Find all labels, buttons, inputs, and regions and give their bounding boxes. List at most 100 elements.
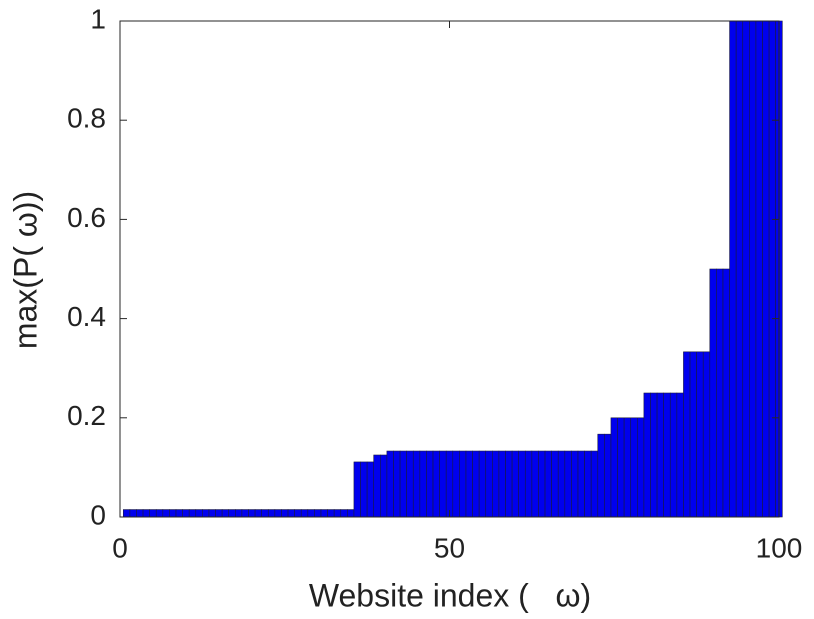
bar — [531, 450, 539, 518]
y-tick-label: 0 — [90, 499, 106, 530]
bar — [551, 450, 559, 518]
bar — [221, 509, 230, 518]
bar — [544, 450, 552, 518]
y-tick-label: 1 — [90, 3, 106, 34]
bar — [676, 392, 684, 518]
bar — [202, 509, 210, 518]
bar — [287, 509, 295, 518]
bar — [492, 450, 500, 518]
bar — [571, 450, 579, 518]
bar — [353, 461, 361, 518]
bar — [169, 509, 177, 518]
bar — [768, 20, 777, 518]
bar — [195, 509, 203, 518]
bar — [412, 450, 421, 518]
bar — [465, 450, 473, 518]
bar — [762, 20, 770, 518]
bar — [683, 351, 691, 518]
bar — [610, 417, 618, 518]
bar — [307, 509, 315, 518]
bar — [656, 392, 664, 518]
bar — [590, 450, 599, 518]
bar — [637, 417, 645, 518]
bar — [320, 509, 328, 518]
bar — [406, 450, 414, 518]
bar — [380, 454, 388, 518]
bar — [511, 450, 519, 518]
bar — [564, 450, 572, 518]
bar — [254, 509, 262, 518]
bar — [538, 450, 546, 518]
bar — [175, 509, 183, 518]
bar — [577, 450, 585, 518]
bar — [267, 509, 276, 518]
bar — [136, 509, 144, 518]
bar — [669, 392, 678, 518]
bar — [399, 450, 407, 518]
bar — [327, 509, 335, 518]
bar — [439, 450, 447, 518]
bar — [742, 20, 750, 518]
bar — [722, 268, 730, 518]
bar — [630, 417, 638, 518]
bar — [314, 509, 322, 518]
bar — [755, 20, 763, 518]
y-tick-label: 0.6 — [67, 202, 106, 233]
bar — [702, 351, 711, 518]
y-axis-label: max(P( ω)) — [7, 191, 43, 349]
bar — [294, 509, 302, 518]
bar — [452, 450, 460, 518]
bar — [604, 433, 612, 518]
bar — [478, 450, 487, 518]
bar — [709, 268, 717, 518]
bar — [459, 450, 467, 518]
bar — [696, 351, 704, 518]
bar — [716, 268, 724, 518]
bar — [182, 509, 190, 518]
bar — [524, 450, 533, 518]
bar — [208, 509, 216, 518]
bar — [419, 450, 427, 518]
bar — [643, 392, 651, 518]
bar — [386, 450, 394, 518]
bar — [235, 509, 243, 518]
bar — [518, 450, 526, 518]
bar — [584, 450, 592, 518]
y-tick-label: 0.4 — [67, 301, 106, 332]
bar — [360, 461, 368, 518]
bar — [472, 450, 480, 518]
bar — [689, 351, 697, 518]
bar — [735, 20, 744, 518]
bar — [188, 509, 197, 518]
bar — [300, 509, 309, 518]
bar — [333, 509, 342, 518]
bar — [122, 509, 131, 518]
bar — [505, 450, 513, 518]
bar — [393, 450, 401, 518]
bar — [241, 509, 249, 518]
bar — [129, 509, 137, 518]
bar — [228, 509, 236, 518]
bar — [274, 509, 282, 518]
bar — [426, 450, 434, 518]
bar — [485, 450, 493, 518]
bar — [373, 454, 381, 518]
bar — [663, 392, 671, 518]
bar — [261, 509, 269, 518]
bar — [729, 20, 737, 518]
bar — [617, 417, 625, 518]
bar — [281, 509, 289, 518]
y-tick-label: 0.8 — [67, 103, 106, 134]
bar — [650, 392, 658, 518]
bar — [142, 509, 150, 518]
x-tick-label: 50 — [434, 532, 465, 563]
x-tick-label: 100 — [756, 532, 803, 563]
bar — [162, 509, 170, 518]
bar — [557, 450, 566, 518]
bar — [498, 450, 506, 518]
bar — [366, 461, 375, 518]
bar — [149, 509, 157, 518]
x-tick-label: 0 — [112, 532, 128, 563]
bar — [749, 20, 757, 518]
